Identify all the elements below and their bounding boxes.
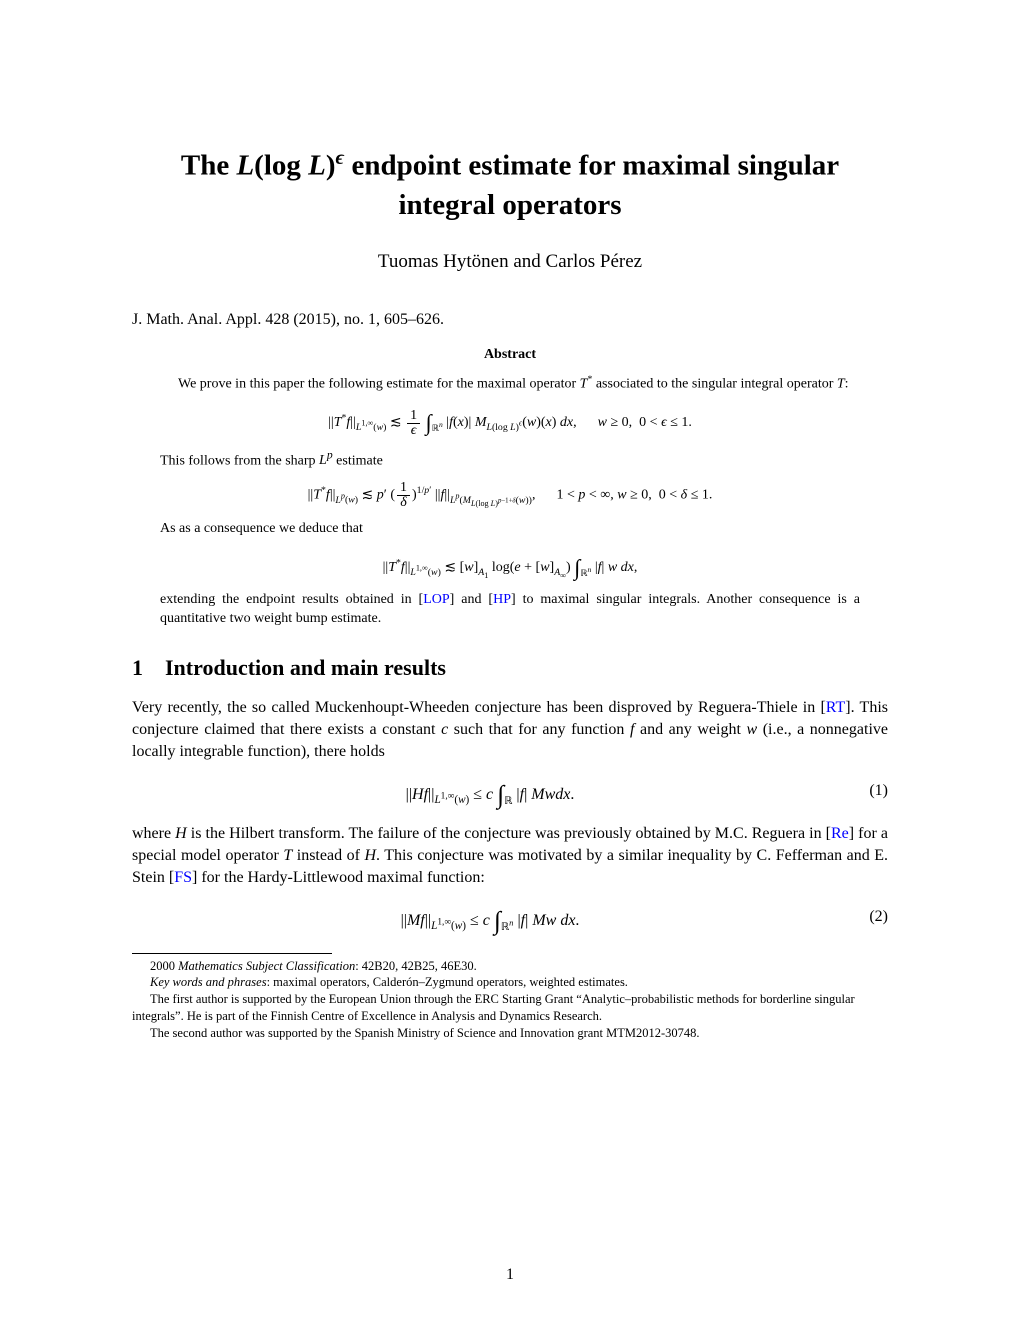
section-1-heading: 1 Introduction and main results bbox=[132, 655, 888, 681]
abstract-eq3: ||T*f||L1,∞(w) ≲ [w]A1 log(e + [w]A∞) ∫ℝ… bbox=[160, 549, 860, 581]
footnote-rule bbox=[132, 953, 332, 954]
body: Very recently, the so called Muckenhoupt… bbox=[132, 697, 888, 935]
abstract-p2: This follows from the sharp Lp estimate bbox=[160, 448, 860, 472]
footnotes: 2000 Mathematics Subject Classification:… bbox=[132, 958, 888, 1042]
paper-title: The L(log L)ϵ endpoint estimate for maxi… bbox=[132, 145, 888, 225]
abstract-p3: As as a consequence we deduce that bbox=[160, 520, 860, 539]
footnote-keywords: Key words and phrases: maximal operators… bbox=[132, 974, 888, 991]
footnote-support-1: The first author is supported by the Eur… bbox=[132, 991, 888, 1025]
authors: Tuomas Hytönen and Carlos Pérez bbox=[132, 251, 888, 273]
body-p2: where H is the Hilbert transform. The fa… bbox=[132, 823, 888, 889]
abstract: We prove in this paper the following est… bbox=[160, 373, 860, 629]
abstract-eq2: ||T*f||Lp(w) ≲ p′ (1δ)1/p′ ||f||Lp(ML(lo… bbox=[160, 481, 860, 510]
page-number: 1 bbox=[0, 1266, 1020, 1284]
equation-2-number: (2) bbox=[848, 906, 888, 928]
equation-2-content: ||Mf||L1,∞(w) ≤ c ∫ℝn |f| Mw dx. bbox=[132, 899, 848, 935]
equation-1: ||Hf||L1,∞(w) ≤ c ∫ℝ |f| Mwdx. (1) bbox=[132, 773, 888, 809]
journal-ref: J. Math. Anal. Appl. 428 (2015), no. 1, … bbox=[132, 311, 888, 329]
equation-2: ||Mf||L1,∞(w) ≤ c ∫ℝn |f| Mw dx. (2) bbox=[132, 899, 888, 935]
body-p1: Very recently, the so called Muckenhoupt… bbox=[132, 697, 888, 763]
footnote-support-2: The second author was supported by the S… bbox=[132, 1025, 888, 1042]
equation-1-number: (1) bbox=[848, 780, 888, 802]
page: The L(log L)ϵ endpoint estimate for maxi… bbox=[0, 0, 1020, 1320]
equation-1-content: ||Hf||L1,∞(w) ≤ c ∫ℝ |f| Mwdx. bbox=[132, 773, 848, 809]
abstract-heading: Abstract bbox=[132, 347, 888, 363]
footnote-msc: 2000 Mathematics Subject Classification:… bbox=[132, 958, 888, 975]
abstract-eq1: ||T*f||L1,∞(w) ≲ 1ϵ ∫ℝn |f(x)| ML(log L)… bbox=[160, 404, 860, 437]
abstract-p1: We prove in this paper the following est… bbox=[160, 373, 860, 395]
abstract-p4: extending the endpoint results obtained … bbox=[160, 591, 860, 629]
